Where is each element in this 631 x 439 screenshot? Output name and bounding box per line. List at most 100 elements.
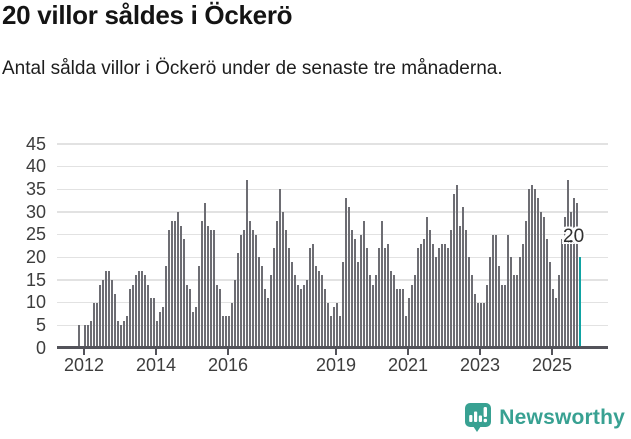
- bar: [540, 212, 543, 348]
- bar: [267, 298, 270, 348]
- bar: [150, 298, 153, 348]
- bar: [567, 180, 570, 348]
- bar: [87, 325, 90, 348]
- bar: [462, 207, 465, 348]
- bar: [93, 302, 96, 348]
- bar: [381, 221, 384, 348]
- y-axis-label: 25: [25, 224, 46, 245]
- latest-value-annotation: 20: [563, 226, 585, 248]
- bar: [528, 189, 531, 348]
- bar: [297, 284, 300, 348]
- bar: [516, 275, 519, 348]
- bar: [351, 230, 354, 348]
- bar: [252, 230, 255, 348]
- bar: [504, 284, 507, 348]
- bar: [366, 248, 369, 348]
- axis-tick: [479, 347, 481, 355]
- bar: [84, 325, 87, 348]
- bar: [114, 293, 117, 348]
- bar: [363, 221, 366, 348]
- bar: [387, 243, 390, 348]
- x-axis-label: 2012: [63, 355, 105, 375]
- bar: [156, 320, 159, 348]
- bar: [384, 248, 387, 348]
- bar: [348, 207, 351, 348]
- newsworthy-logo[interactable]: Newsworthy: [464, 402, 625, 434]
- bar: [279, 189, 282, 348]
- bar: [450, 230, 453, 348]
- bar: [432, 243, 435, 348]
- bar: [495, 234, 498, 348]
- bar: [168, 230, 171, 348]
- bar: [261, 266, 264, 348]
- bar: [510, 257, 513, 348]
- bar: [399, 289, 402, 348]
- gridline: [57, 324, 608, 327]
- bar: [543, 216, 546, 348]
- bar: [117, 320, 120, 348]
- bar: [315, 266, 318, 348]
- gridline: [57, 233, 608, 236]
- bar: [522, 243, 525, 348]
- bar: [435, 257, 438, 348]
- y-axis-label: 45: [25, 133, 46, 154]
- bar: [414, 275, 417, 348]
- bar: [303, 284, 306, 348]
- x-axis-label: 2025: [531, 355, 573, 375]
- bar: [210, 230, 213, 348]
- bar: [291, 261, 294, 348]
- bar: [105, 270, 108, 348]
- bar: [429, 230, 432, 348]
- bar: [225, 316, 228, 348]
- bar: [222, 316, 225, 348]
- bar: [393, 275, 396, 348]
- bar: [309, 248, 312, 348]
- bar: [498, 266, 501, 348]
- bar: [102, 280, 105, 348]
- bar: [249, 221, 252, 348]
- y-axis-label: 0: [35, 337, 46, 358]
- bar: [375, 275, 378, 348]
- axis-tick: [83, 347, 85, 355]
- bar: [273, 248, 276, 348]
- bar: [570, 212, 573, 348]
- bar: [453, 193, 456, 348]
- gridline: [57, 256, 608, 259]
- bar: [468, 257, 471, 348]
- bar: [246, 180, 249, 348]
- bar: [174, 221, 177, 348]
- bar: [108, 270, 111, 348]
- bar: [426, 216, 429, 348]
- bar: [501, 284, 504, 348]
- bar: [282, 212, 285, 348]
- bar: [555, 298, 558, 348]
- bar: [444, 243, 447, 348]
- bar: [483, 302, 486, 348]
- bar: [345, 198, 348, 348]
- bar: [336, 302, 339, 348]
- y-axis-label: 20: [25, 246, 46, 267]
- bar: [408, 298, 411, 348]
- bar: [480, 302, 483, 348]
- bar: [189, 289, 192, 348]
- bar: [288, 248, 291, 348]
- y-axis-label: 30: [25, 201, 46, 222]
- bar: [255, 234, 258, 348]
- x-axis-line: [57, 346, 608, 349]
- bar: [276, 221, 279, 348]
- bar: [327, 302, 330, 348]
- axis-tick: [227, 347, 229, 355]
- bar: [564, 216, 567, 348]
- axis-tick: [407, 347, 409, 355]
- bar: [183, 239, 186, 348]
- bar: [369, 275, 372, 348]
- bar: [378, 248, 381, 348]
- bar: [357, 261, 360, 348]
- sales-bar-chart: [57, 143, 608, 348]
- bar: [240, 234, 243, 348]
- bar: [228, 316, 231, 348]
- bar: [198, 266, 201, 348]
- bar: [147, 284, 150, 348]
- bar: [465, 230, 468, 348]
- bar: [306, 280, 309, 348]
